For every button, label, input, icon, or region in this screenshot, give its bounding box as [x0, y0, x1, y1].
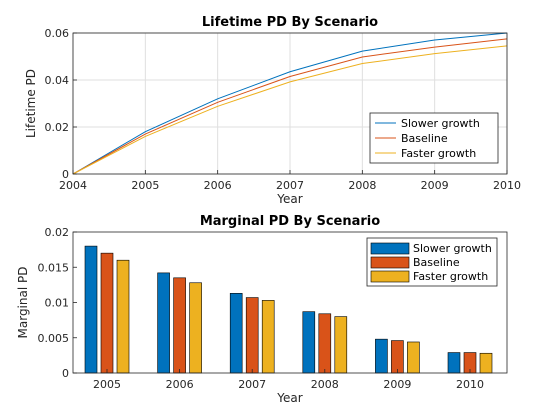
legend-swatch [370, 242, 410, 255]
bar-baseline [173, 277, 186, 374]
bar-slower-growth [84, 245, 98, 374]
bar-baseline [391, 340, 404, 374]
x-tick-label: 2007 [276, 179, 304, 192]
legend-swatch [370, 270, 410, 283]
legend-label: Baseline [401, 132, 448, 145]
bar-faster-growth [479, 352, 493, 374]
chart-title: Marginal PD By Scenario [200, 214, 380, 229]
legend-label: Slower growth [401, 117, 480, 130]
bar-slower-growth [302, 311, 316, 374]
series-line-baseline [72, 38, 508, 175]
y-tick-label: 0.02 [45, 226, 70, 239]
bar-faster-growth [189, 282, 202, 374]
x-tick-label: 2009 [383, 378, 411, 391]
y-tick-label: 0.06 [45, 27, 70, 40]
bar-slower-growth [229, 293, 243, 374]
x-tick-label: 2010 [456, 378, 484, 391]
y-tick-label: 0.02 [45, 121, 70, 134]
x-tick-label: 2004 [59, 179, 87, 192]
bar-faster-growth [407, 341, 420, 374]
lifetime-pd-chart: 2004 2005 2006 2007 2008 2009 2010 0 0.02 0.04 0.0… [24, 15, 521, 206]
x-tick-label: 2006 [166, 378, 194, 391]
bar-faster-growth [261, 300, 275, 374]
bar-baseline [318, 313, 332, 374]
y-tick-label: 0.005 [38, 332, 70, 345]
x-axis-label: Year [276, 391, 302, 405]
bar-baseline [100, 252, 114, 374]
bar-faster-growth [116, 259, 130, 374]
legend-label: Faster growth [401, 147, 476, 160]
legend-label: Baseline [413, 256, 460, 269]
legend-label: Slower growth [413, 242, 492, 255]
x-tick-label: 2010 [493, 179, 521, 192]
x-axis-label: Year [276, 192, 302, 206]
x-tick-label: 2008 [311, 378, 339, 391]
series-line-slower-growth [72, 32, 508, 175]
y-tick-label: 0.01 [45, 297, 70, 310]
x-tick-label: 2005 [131, 179, 159, 192]
bar-faster-growth [334, 316, 348, 374]
y-tick-label: 0.015 [38, 261, 70, 274]
bar-baseline [245, 297, 259, 374]
bar-slower-growth [447, 352, 461, 374]
x-tick-label: 2008 [348, 179, 376, 192]
marginal-pd-chart: 2005 2006 2007 2008 2009 2010 0 0.005 0.01 0.015 0… [16, 214, 508, 405]
chart-title: Lifetime PD By Scenario [202, 15, 378, 30]
legend-swatch [370, 256, 410, 269]
x-tick-label: 2007 [238, 378, 266, 391]
y-axis-label: Lifetime PD [24, 69, 38, 138]
series-line-faster-growth [72, 45, 508, 175]
bar-slower-growth [157, 272, 170, 374]
y-axis-label: Marginal PD [16, 267, 30, 339]
legend-label: Faster growth [413, 270, 488, 283]
y-tick-label: 0.04 [45, 74, 70, 87]
x-tick-label: 2005 [93, 378, 121, 391]
y-tick-label: 0 [62, 168, 69, 181]
bar-slower-growth [375, 338, 388, 374]
y-tick-label: 0 [62, 367, 69, 380]
x-tick-label: 2009 [421, 179, 449, 192]
x-tick-label: 2006 [204, 179, 232, 192]
